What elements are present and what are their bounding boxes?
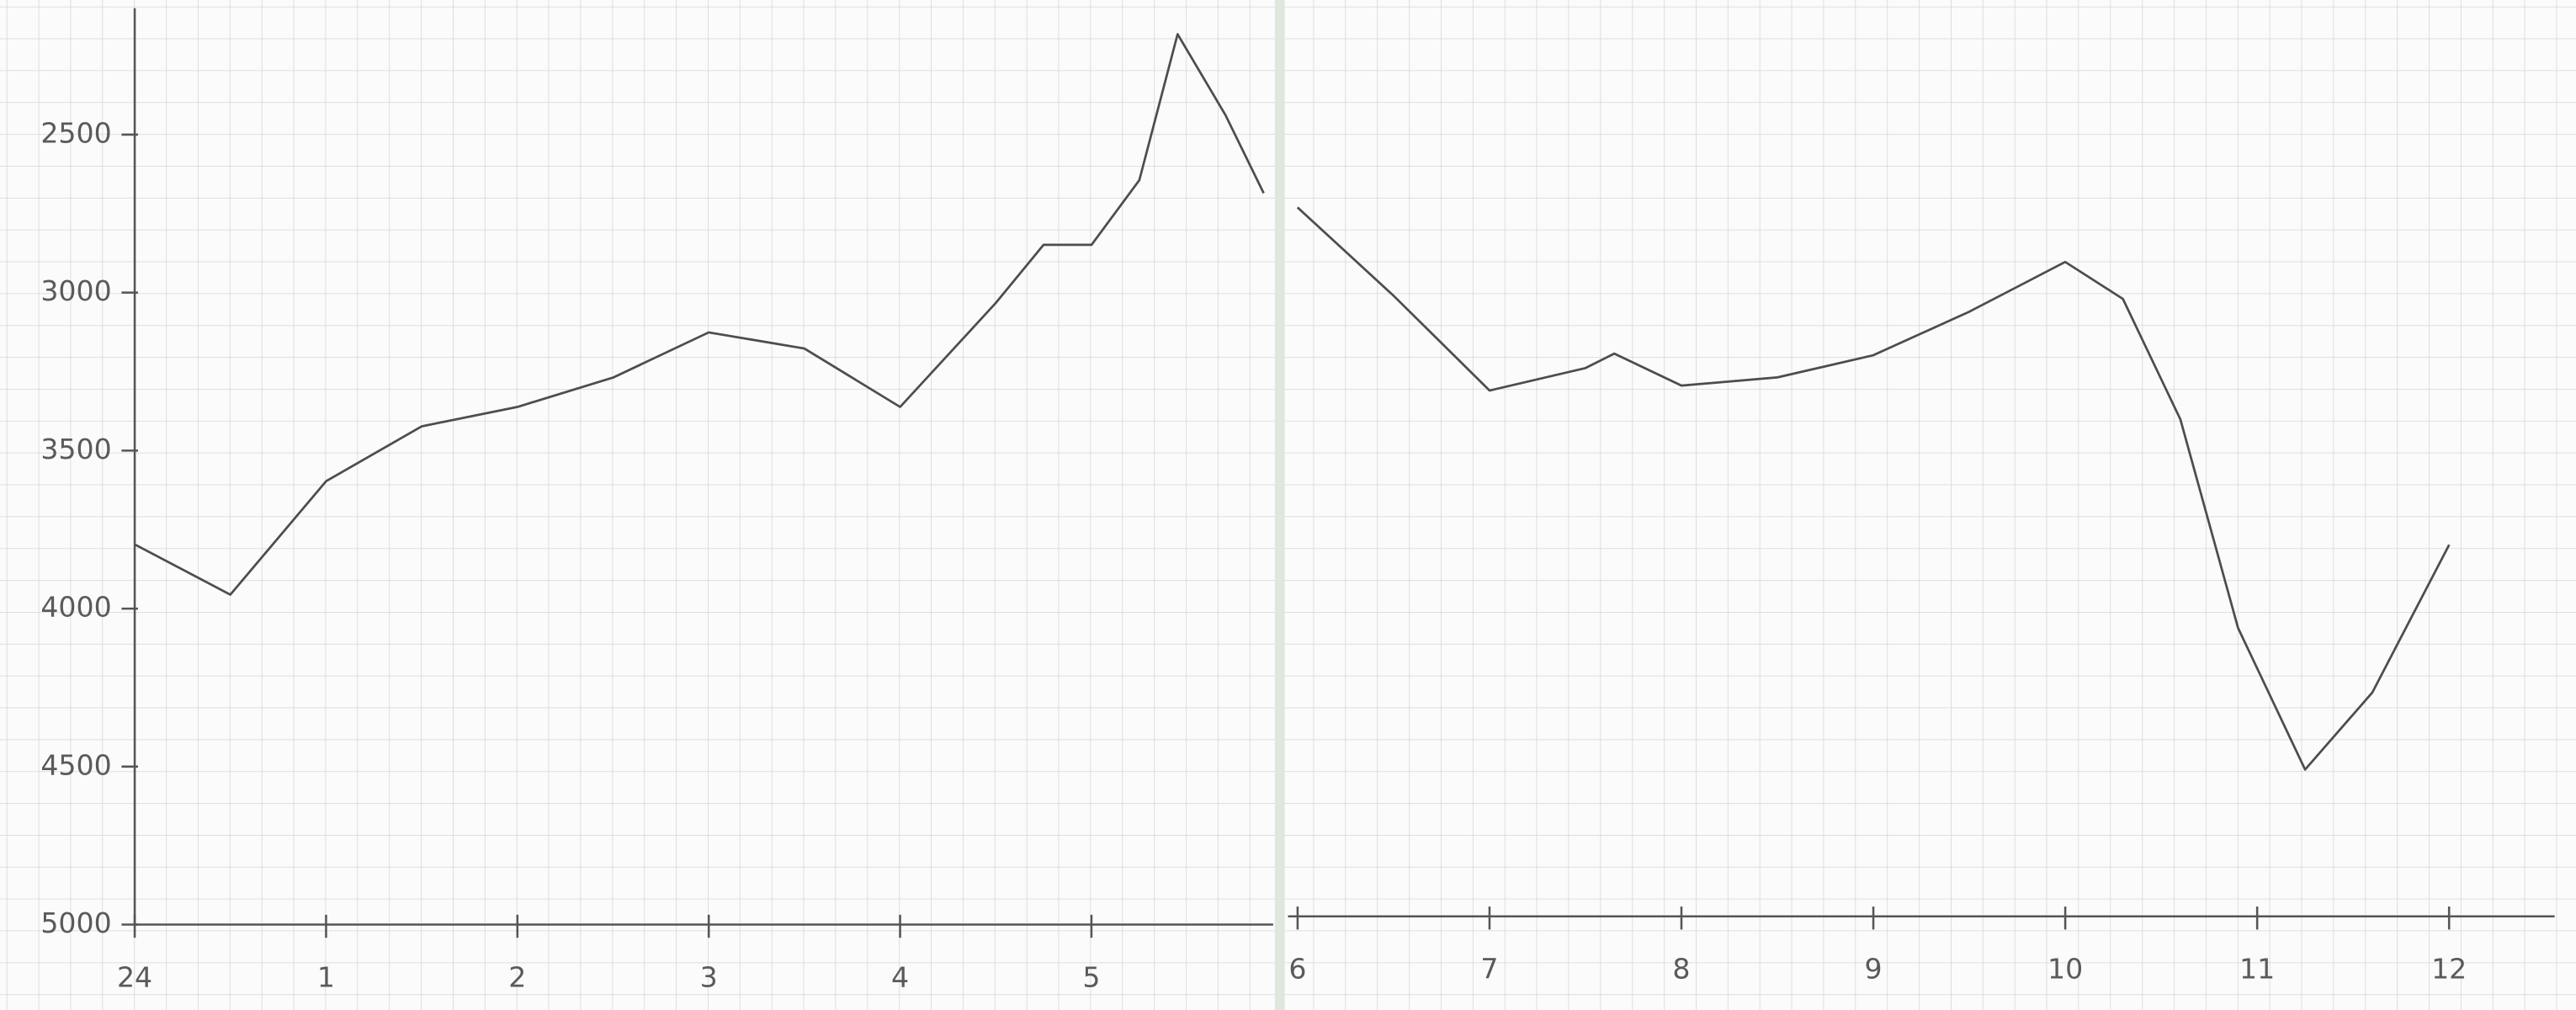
x-tick-label: 2 bbox=[508, 960, 526, 993]
y-tick-label: 4500 bbox=[40, 748, 111, 781]
x-tick-label: 10 bbox=[2048, 953, 2083, 986]
x-tick-label: 5 bbox=[1082, 960, 1100, 993]
y-tick-label: 3000 bbox=[40, 274, 111, 307]
x-tick-label: 8 bbox=[1672, 953, 1690, 986]
line bbox=[1296, 206, 2451, 771]
x-tick-label: 3 bbox=[700, 960, 718, 993]
y-tick-label: 4000 bbox=[40, 591, 111, 624]
page-fold bbox=[1274, 0, 1285, 1010]
x-tick-label: 24 bbox=[117, 960, 152, 993]
x-tick-label: 12 bbox=[2431, 953, 2467, 986]
y-tick-label: 3500 bbox=[40, 433, 111, 465]
x-tick-label: 9 bbox=[1864, 953, 1882, 986]
line bbox=[134, 33, 1265, 596]
y-tick-label: 5000 bbox=[40, 906, 111, 939]
x-tick-label: 11 bbox=[2239, 953, 2275, 986]
x-tick-label: 4 bbox=[891, 960, 909, 993]
x-tick-label: 7 bbox=[1480, 953, 1498, 986]
x-tick-label: 1 bbox=[317, 960, 335, 993]
x-tick-label: 6 bbox=[1288, 953, 1306, 986]
y-tick-label: 2500 bbox=[40, 116, 111, 149]
